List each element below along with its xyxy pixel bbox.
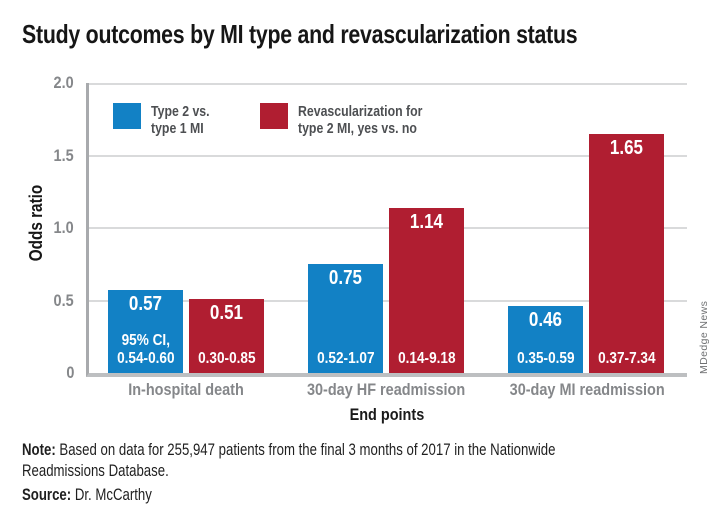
bar-value-label: 0.46 xyxy=(508,309,583,332)
y-tick-0.5: 0.5 xyxy=(30,291,74,311)
bar-ci-text: 0.14-9.18 xyxy=(397,350,456,367)
legend-label-text: Revascularization for type 2 MI, yes vs. … xyxy=(298,103,423,137)
note-text: Note: Based on data for 255,947 patients… xyxy=(22,440,616,482)
chart-title-text: Study outcomes by MI type and revascular… xyxy=(22,19,578,49)
bar-value-label: 0.57 xyxy=(108,293,183,316)
bar-ci-text: 0.35-0.59 xyxy=(516,350,575,367)
y-axis-ticks: 2.0 1.5 1.0 0.5 0 xyxy=(30,73,80,382)
bar-red-2: 1.14 0.14-9.18 xyxy=(389,207,464,373)
bar-ci-label: 0.35-0.59 xyxy=(508,350,583,368)
bar-value-label: 1.65 xyxy=(589,137,664,160)
category-label-1: In-hospital death xyxy=(86,380,286,400)
legend-item-type2-vs-type1: Type 2 vs. type 1 MI xyxy=(113,103,222,137)
bar-value-label: 0.51 xyxy=(189,302,264,325)
y-tick-label: 2.0 xyxy=(53,73,74,92)
x-axis-title-text: End points xyxy=(349,405,424,424)
legend-label-text: Type 2 vs. type 1 MI xyxy=(151,103,210,137)
bar-blue-3: 0.46 0.35-0.59 xyxy=(508,306,583,373)
bar-ci-text: 0.52-1.07 xyxy=(316,350,375,367)
chart-title: Study outcomes by MI type and revascular… xyxy=(22,19,699,50)
bar-blue-2: 0.75 0.52-1.07 xyxy=(308,264,383,373)
category-label-text: 30-day MI readmission xyxy=(509,380,665,399)
bar-ci-text: 0.37-7.34 xyxy=(597,350,656,367)
legend-item-revascularization: Revascularization for type 2 MI, yes vs. … xyxy=(260,103,450,137)
category-label-text: 30-day HF readmission xyxy=(307,380,466,399)
bar-ci-label: 95% CI, 0.54-0.60 xyxy=(108,332,183,368)
note-label: Note: xyxy=(22,441,56,459)
plot-area: Type 2 vs. type 1 MI Revascularization for… xyxy=(86,83,687,377)
source-label: Source: xyxy=(22,486,72,504)
note-body: Based on data for 255,947 patients from … xyxy=(22,441,556,480)
legend-label: Type 2 vs. type 1 MI xyxy=(151,103,222,137)
legend-swatch-blue xyxy=(113,103,141,129)
credit-vertical-text: MDedge News xyxy=(698,300,710,374)
y-tick-label: 0.5 xyxy=(53,290,74,310)
y-tick-label: 1.5 xyxy=(53,145,74,165)
gridline-1.5 xyxy=(89,154,687,157)
bar-ci-text: 95% CI, 0.54-0.60 xyxy=(116,332,175,367)
bar-value-text: 0.46 xyxy=(528,309,563,332)
y-tick-1.5: 1.5 xyxy=(30,146,74,166)
bar-ci-text: 0.30-0.85 xyxy=(197,350,256,367)
bar-ci-label: 0.52-1.07 xyxy=(308,350,383,368)
source-body: Dr. McCarthy xyxy=(71,486,152,504)
x-axis-category-labels: In-hospital death 30-day HF readmission 30… xyxy=(86,380,687,400)
gridline-0.5 xyxy=(89,299,687,302)
bar-value-text: 0.51 xyxy=(209,302,244,325)
y-tick-label: 0 xyxy=(65,363,74,382)
gridline-2.0 xyxy=(89,83,687,85)
gridline-1.0 xyxy=(89,227,687,229)
bar-value-text: 1.14 xyxy=(409,210,444,233)
y-tick-2.0: 2.0 xyxy=(30,73,74,93)
bar-ci-label: 0.30-0.85 xyxy=(189,350,264,368)
y-tick-1.0: 1.0 xyxy=(30,218,74,238)
x-axis-title: End points xyxy=(86,405,687,425)
category-label-3: 30-day MI readmission xyxy=(487,380,687,400)
bar-ci-label: 0.14-9.18 xyxy=(389,350,464,368)
bar-value-text: 0.75 xyxy=(328,267,363,290)
bar-value-text: 0.57 xyxy=(128,293,163,316)
bar-value-label: 1.14 xyxy=(389,211,464,234)
source-text: Source: Dr. McCarthy xyxy=(22,485,616,506)
y-tick-label: 1.0 xyxy=(53,218,74,237)
legend-swatch-red xyxy=(260,103,288,129)
legend-label: Revascularization for type 2 MI, yes vs. … xyxy=(298,103,450,137)
category-label-text: In-hospital death xyxy=(128,380,244,399)
bar-value-text: 1.65 xyxy=(609,136,644,159)
category-label-2: 30-day HF readmission xyxy=(286,380,486,400)
bar-value-label: 0.75 xyxy=(308,267,383,290)
bar-blue-1: 0.57 95% CI, 0.54-0.60 xyxy=(108,290,183,373)
bar-ci-label: 0.37-7.34 xyxy=(589,350,664,368)
bar-red-3: 1.65 0.37-7.34 xyxy=(589,133,664,373)
bar-red-1: 0.51 0.30-0.85 xyxy=(189,299,264,373)
y-tick-0: 0 xyxy=(30,363,74,383)
